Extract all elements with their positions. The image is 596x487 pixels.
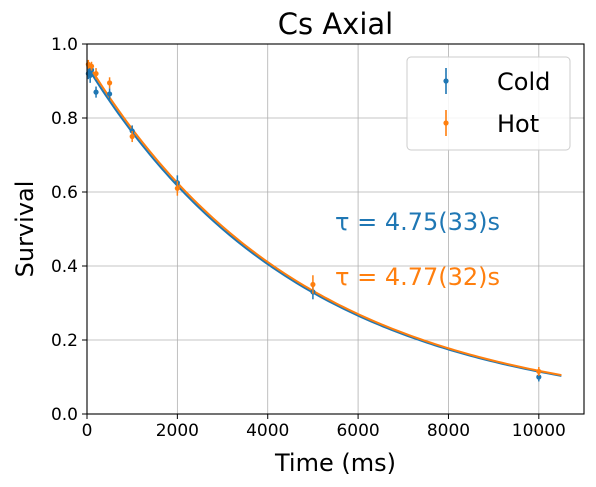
- data-point: [106, 91, 113, 97]
- y-tick-label: 1.0: [51, 35, 78, 55]
- x-tick-label: 4000: [246, 421, 289, 441]
- annotation-hot-tau: τ = 4.77(32)s: [335, 263, 500, 291]
- y-tick-label: 0.6: [51, 183, 78, 203]
- y-tick-label: 0.4: [51, 257, 78, 277]
- y-tick-label: 0.2: [51, 331, 78, 351]
- x-tick-label: 0: [82, 421, 93, 441]
- x-tick-label: 10000: [512, 421, 566, 441]
- data-point: [93, 71, 99, 77]
- data-point: [106, 80, 113, 86]
- legend-marker-point: [443, 78, 449, 84]
- x-tick-label: 2000: [156, 421, 199, 441]
- data-points: [85, 59, 542, 382]
- legend-label-hot: Hot: [497, 110, 539, 138]
- data-point: [129, 133, 135, 140]
- annotations: τ = 4.75(33)s τ = 4.77(32)s: [335, 208, 500, 291]
- legend-items: Cold Hot: [443, 68, 550, 138]
- x-tick-label: 6000: [336, 421, 379, 441]
- legend: Cold Hot: [406, 56, 571, 151]
- fit-curves: [86, 61, 562, 377]
- plot-frame: [86, 43, 585, 415]
- data-point: [93, 89, 99, 95]
- x-tick-label: 8000: [427, 421, 470, 441]
- data-point: [129, 128, 135, 134]
- y-axis-label: Survival: [11, 181, 39, 278]
- x-axis-label: Time (ms): [274, 449, 396, 477]
- fit-curve-hot: [86, 61, 562, 377]
- legend-label-cold: Cold: [497, 68, 550, 96]
- data-point: [174, 185, 180, 191]
- data-point: [88, 63, 95, 69]
- chart-title: Cs Axial: [278, 7, 393, 41]
- y-tick-label: 0.8: [51, 109, 78, 129]
- data-point: [310, 281, 316, 288]
- legend-marker-point: [443, 120, 449, 126]
- annotation-cold-tau: τ = 4.75(33)s: [335, 208, 500, 236]
- data-point: [536, 368, 542, 375]
- y-tick-label: 0.0: [51, 405, 78, 425]
- data-point: [536, 374, 542, 380]
- ticks: 0 2000 4000 6000 8000 10000 0.0 0.2 0.4 0.6 0.8 1.0: [51, 35, 566, 441]
